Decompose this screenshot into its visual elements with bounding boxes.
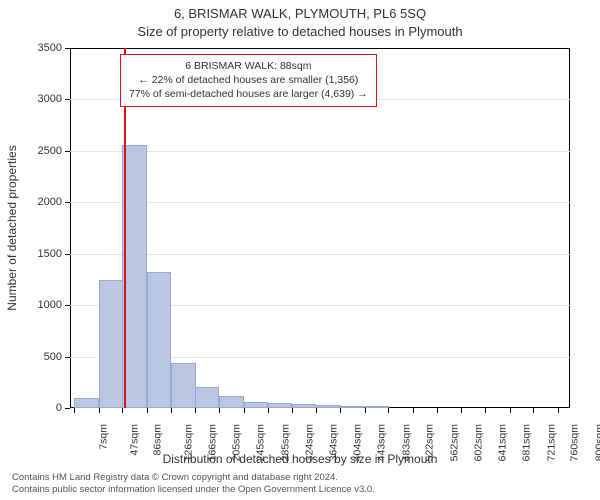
xtick-mark — [533, 408, 534, 413]
ytick-mark — [65, 305, 70, 306]
histogram-bar — [171, 363, 195, 408]
xtick-label: 760sqm — [569, 424, 581, 461]
xtick-label: 364sqm — [327, 424, 339, 461]
title-line2: Size of property relative to detached ho… — [0, 24, 600, 39]
ytick-mark — [65, 99, 70, 100]
xtick-label: 404sqm — [352, 424, 364, 461]
histogram-bar — [195, 387, 219, 408]
xtick-mark — [244, 408, 245, 413]
xtick-mark — [340, 408, 341, 413]
xtick-label: 562sqm — [448, 424, 460, 461]
xtick-label: 324sqm — [303, 424, 315, 461]
xtick-mark — [171, 408, 172, 413]
ytick-mark — [65, 151, 70, 152]
y-axis-label: Number of detached properties — [5, 145, 19, 310]
xtick-mark — [122, 408, 123, 413]
xtick-label: 681sqm — [521, 424, 533, 461]
ytick-mark — [65, 254, 70, 255]
info-line1: 6 BRISMAR WALK: 88sqm — [129, 59, 368, 73]
histogram-bar — [365, 406, 389, 408]
ytick-mark — [65, 202, 70, 203]
ytick-label: 0 — [0, 402, 62, 414]
xtick-mark — [74, 408, 75, 413]
histogram-bar — [268, 403, 292, 408]
info-line2: ← 22% of detached houses are smaller (1,… — [129, 73, 368, 87]
ytick-label: 2000 — [0, 196, 62, 208]
xtick-mark — [99, 408, 100, 413]
plot-area: 6 BRISMAR WALK: 88sqm ← 22% of detached … — [70, 48, 570, 408]
xtick-label: 800sqm — [593, 424, 600, 461]
x-axis-label: Distribution of detached houses by size … — [0, 452, 600, 466]
xtick-mark — [461, 408, 462, 413]
xtick-label: 602sqm — [472, 424, 484, 461]
xtick-mark — [292, 408, 293, 413]
ytick-mark — [65, 408, 70, 409]
histogram-bar — [292, 404, 316, 408]
ytick-label: 500 — [0, 351, 62, 363]
histogram-bar — [219, 396, 243, 408]
xtick-mark — [485, 408, 486, 413]
xtick-mark — [437, 408, 438, 413]
xtick-label: 166sqm — [207, 424, 219, 461]
xtick-label: 86sqm — [152, 424, 164, 456]
histogram-bar — [244, 402, 268, 408]
histogram-bar — [122, 145, 146, 408]
xtick-mark — [195, 408, 196, 413]
xtick-mark — [219, 408, 220, 413]
ytick-mark — [65, 48, 70, 49]
footer-text: Contains HM Land Registry data © Crown c… — [12, 472, 375, 496]
xtick-label: 47sqm — [128, 424, 140, 456]
ytick-label: 1500 — [0, 248, 62, 260]
xtick-label: 126sqm — [182, 424, 194, 461]
histogram-bar — [99, 280, 123, 408]
histogram-bar — [316, 405, 340, 408]
xtick-label: 483sqm — [400, 424, 412, 461]
xtick-label: 721sqm — [545, 424, 557, 461]
xtick-mark — [388, 408, 389, 413]
xtick-mark — [365, 408, 366, 413]
xtick-label: 7sqm — [98, 424, 110, 450]
info-box: 6 BRISMAR WALK: 88sqm ← 22% of detached … — [120, 54, 377, 107]
footer-line1: Contains HM Land Registry data © Crown c… — [12, 472, 375, 484]
xtick-mark — [510, 408, 511, 413]
xtick-label: 285sqm — [279, 424, 291, 461]
xtick-mark — [147, 408, 148, 413]
xtick-label: 522sqm — [424, 424, 436, 461]
xtick-mark — [268, 408, 269, 413]
footer-line2: Contains public sector information licen… — [12, 484, 375, 496]
histogram-bar — [74, 398, 98, 408]
ytick-label: 1000 — [0, 299, 62, 311]
xtick-label: 245sqm — [255, 424, 267, 461]
info-line3: 77% of semi-detached houses are larger (… — [129, 87, 368, 101]
xtick-mark — [558, 408, 559, 413]
ytick-label: 2500 — [0, 145, 62, 157]
xtick-label: 641sqm — [496, 424, 508, 461]
chart-container: 6, BRISMAR WALK, PLYMOUTH, PL6 5SQ Size … — [0, 0, 600, 500]
histogram-bar — [340, 406, 364, 408]
xtick-mark — [413, 408, 414, 413]
histogram-bar — [147, 272, 171, 408]
ytick-mark — [65, 357, 70, 358]
xtick-label: 443sqm — [375, 424, 387, 461]
title-line1: 6, BRISMAR WALK, PLYMOUTH, PL6 5SQ — [0, 6, 600, 21]
ytick-label: 3000 — [0, 93, 62, 105]
ytick-label: 3500 — [0, 42, 62, 54]
xtick-label: 205sqm — [230, 424, 242, 461]
xtick-mark — [316, 408, 317, 413]
